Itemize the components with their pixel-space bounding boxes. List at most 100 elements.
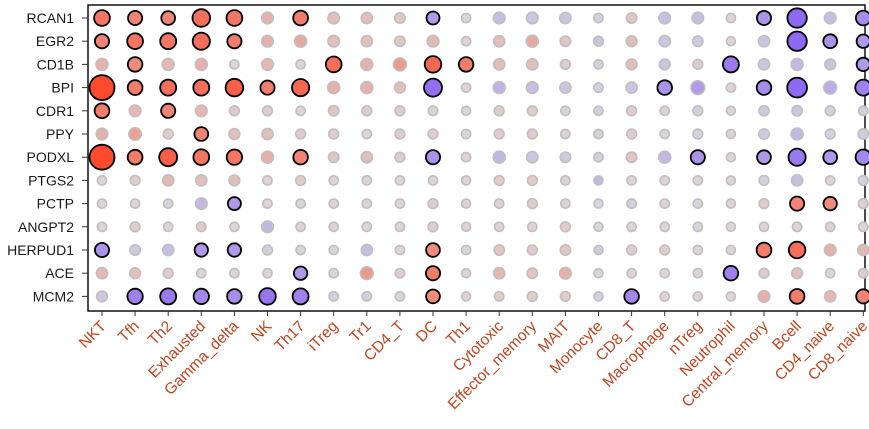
- dot-CDR1-CD8_naive: [857, 105, 869, 117]
- dot-EGR2-CD8_T: [625, 34, 638, 48]
- dot-BPI-CD8_naive: [854, 78, 869, 97]
- dot-PODXL-Bcell: [787, 147, 807, 167]
- dot-PODXL-Gamma_delta: [225, 148, 243, 166]
- dot-CDR1-Tfh: [128, 104, 142, 118]
- dot-BPI-Cytotoxic: [492, 80, 507, 95]
- dot-RCAN1-DC: [425, 10, 441, 26]
- dot-MCM2-Bcell: [788, 288, 806, 305]
- dot-PCTP-NK: [262, 198, 273, 209]
- dot-CDR1-Th2: [160, 102, 177, 119]
- dot-PTGS2-Th1: [460, 175, 472, 186]
- dot-MCM2-Th1: [460, 291, 472, 302]
- dot-ANGPT2-MAIT: [559, 221, 572, 233]
- dot-PTGS2-NKT: [96, 174, 108, 186]
- dot-PODXL-MAIT: [559, 151, 572, 164]
- dot-CD1B-DC: [423, 55, 443, 74]
- dot-CD1B-Neutrophil: [722, 55, 740, 74]
- dot-CDR1-Bcell: [791, 104, 804, 117]
- dot-CDR1-MAIT: [560, 105, 571, 117]
- dot-ANGPT2-Tr1: [361, 221, 373, 233]
- dot-EGR2-Effector_memory: [525, 34, 540, 49]
- dot-MCM2-NKT: [95, 290, 109, 303]
- dot-EGR2-Tr1: [360, 34, 374, 48]
- dot-PODXL-CD4_naive: [822, 149, 838, 166]
- dot-PODXL-iTreg: [327, 151, 340, 164]
- dot-BPI-CD8_T: [625, 81, 638, 94]
- dot-HERPUD1-NK: [261, 244, 274, 256]
- dot-PTGS2-NK: [262, 174, 273, 186]
- dot-HERPUD1-Macrophage: [658, 244, 671, 256]
- dot-EGR2-MAIT: [559, 35, 572, 48]
- dot-EGR2-Th1: [460, 35, 472, 47]
- dot-CDR1-Effector_memory: [526, 105, 538, 117]
- dot-PCTP-CD4_T: [394, 198, 406, 209]
- dot-PTGS2-Macrophage: [659, 174, 671, 186]
- dot-PTGS2-Neutrophil: [725, 175, 737, 186]
- dot-PODXL-Th1: [460, 151, 472, 163]
- dot-HERPUD1-Neutrophil: [725, 244, 737, 256]
- dot-MCM2-CD8_naive: [855, 288, 869, 305]
- dot-HERPUD1-CD8_T: [625, 244, 638, 256]
- dot-MCM2-DC: [425, 288, 441, 305]
- dot-PTGS2-CD8_naive: [857, 174, 869, 187]
- dot-PCTP-Central_memory: [758, 197, 770, 210]
- dot-HERPUD1-MAIT: [559, 244, 572, 257]
- dot-HERPUD1-Gamma_delta: [226, 242, 242, 258]
- dot-ANGPT2-Gamma_delta: [228, 221, 240, 233]
- dot-PTGS2-Effector_memory: [526, 174, 538, 187]
- dot-PTGS2-Th2: [161, 173, 175, 187]
- dot-CD1B-Tfh: [126, 56, 144, 73]
- dot-ANGPT2-Cytotoxic: [493, 221, 505, 233]
- dot-PPY-Cytotoxic: [493, 128, 505, 140]
- dot-CDR1-nTreg: [692, 105, 704, 117]
- dot-PODXL-Tr1: [360, 150, 374, 164]
- dot-CDR1-CD4_T: [394, 105, 406, 117]
- dot-PODXL-Exhausted: [192, 148, 211, 167]
- dot-PPY-CD8_naive: [857, 128, 869, 140]
- y-axis-labels: RCAN1 EGR2 CD1B BPI CDR1 PPY PODXL PTGS2 PCTP ANG…: [7, 10, 88, 304]
- y-tick-label: MCM2: [33, 288, 74, 304]
- dot-BPI-Th17: [291, 78, 311, 98]
- dot-PTGS2-MAIT: [560, 174, 571, 186]
- dot-EGR2-Central_memory: [757, 34, 771, 48]
- dot-PPY-Effector_memory: [526, 128, 538, 140]
- x-tick-label: NK: [248, 317, 276, 345]
- dot-PPY-NKT: [95, 127, 109, 141]
- dot-PCTP-Th1: [460, 198, 472, 209]
- dot-HERPUD1-Bcell: [787, 240, 807, 260]
- dot-EGR2-Th2: [159, 32, 178, 51]
- dot-ANGPT2-Th2: [162, 221, 174, 233]
- dot-ANGPT2-CD8_naive: [857, 221, 869, 233]
- dot-CDR1-Gamma_delta: [228, 105, 241, 117]
- dot-ACE-Bcell: [790, 267, 804, 280]
- dot-BPI-Th2: [159, 78, 178, 97]
- dot-BPI-Central_memory: [755, 79, 773, 96]
- dot-RCAN1-Exhausted: [191, 8, 212, 28]
- dot-BPI-iTreg: [326, 80, 341, 95]
- dot-PCTP-Th17: [295, 198, 306, 209]
- dot-RCAN1-Cytotoxic: [492, 11, 506, 25]
- dot-ANGPT2-Bcell: [791, 221, 803, 233]
- dot-ANGPT2-CD4_T: [394, 221, 406, 233]
- dot-RCAN1-CD4_T: [393, 12, 406, 24]
- dot-BPI-Macrophage: [656, 79, 673, 96]
- dot-HERPUD1-Effector_memory: [526, 244, 538, 256]
- dot-PCTP-Neutrophil: [725, 198, 737, 209]
- dot-CDR1-CD4_naive: [824, 105, 836, 117]
- dot-CD1B-Macrophage: [658, 58, 671, 71]
- dot-ANGPT2-NKT: [96, 221, 108, 233]
- dot-CD1B-NK: [260, 57, 275, 72]
- dot-MCM2-Cytotoxic: [493, 290, 505, 302]
- dot-CDR1-NK: [261, 105, 274, 117]
- dot-layer: [88, 7, 869, 306]
- dot-CD1B-Tr1: [359, 57, 374, 72]
- dot-MCM2-CD4_T: [394, 290, 406, 302]
- dot-CD1B-Th2: [161, 57, 175, 72]
- dot-CDR1-Exhausted: [194, 104, 208, 118]
- dot-RCAN1-Macrophage: [658, 11, 672, 25]
- dot-CDR1-Macrophage: [659, 105, 671, 117]
- dot-RCAN1-iTreg: [327, 11, 341, 25]
- dot-MCM2-Exhausted: [192, 287, 210, 305]
- dot-PODXL-DC: [424, 149, 441, 166]
- dot-PTGS2-Cytotoxic: [493, 174, 505, 187]
